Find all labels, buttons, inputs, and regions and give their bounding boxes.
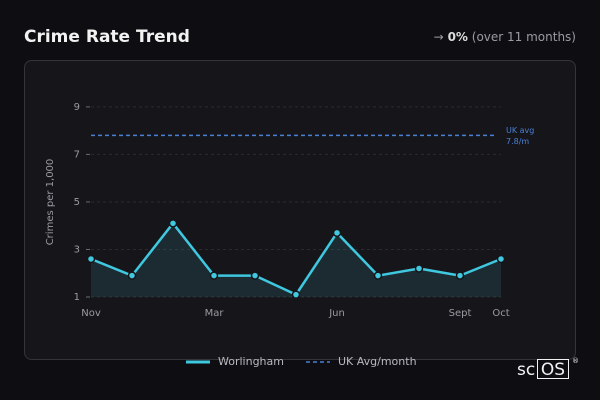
y-tick-label: 9 [74, 102, 80, 113]
y-tick-label: 1 [74, 292, 80, 303]
point [332, 228, 342, 238]
reference-label: UK avg [506, 126, 534, 135]
logo-prefix: sc [517, 360, 535, 380]
y-tick-label: 3 [74, 244, 80, 255]
legend-label: Worlingham [218, 355, 284, 368]
point [414, 264, 424, 273]
x-tick-label: Nov [81, 308, 101, 319]
point [496, 254, 506, 264]
plot: 1 3 5 7 9 Nov Mar Jun Sept Oct UK avg 7.8/m [74, 102, 535, 319]
point [250, 271, 260, 280]
logo-boxed: OS [541, 360, 565, 380]
point [373, 271, 383, 280]
point [86, 254, 96, 264]
point [209, 271, 219, 280]
point [168, 219, 178, 228]
point [291, 290, 301, 299]
point [127, 271, 137, 280]
point [455, 271, 465, 280]
x-tick-label: Jun [328, 308, 345, 319]
reference-value-label: 7.8/m [506, 137, 529, 146]
x-tick-label: Mar [205, 308, 225, 319]
change: 0% [448, 30, 468, 44]
legend-label: UK Avg/month [338, 355, 417, 368]
logo-mark: ® [572, 357, 579, 365]
x-tick-label: Oct [492, 308, 509, 319]
y-axis-label: Crimes per 1,000 [45, 159, 56, 246]
y-tick-label: 5 [74, 197, 80, 208]
arrow: → [434, 30, 444, 44]
title: Crime Rate Trend [24, 27, 190, 47]
area [91, 223, 501, 297]
change-summary: → 0% (over 11 months) [434, 30, 576, 44]
y-tick-label: 7 [74, 149, 80, 160]
logo-box [537, 359, 569, 379]
x-tick-label: Sept [449, 308, 472, 319]
period: (over 11 months) [472, 30, 576, 44]
